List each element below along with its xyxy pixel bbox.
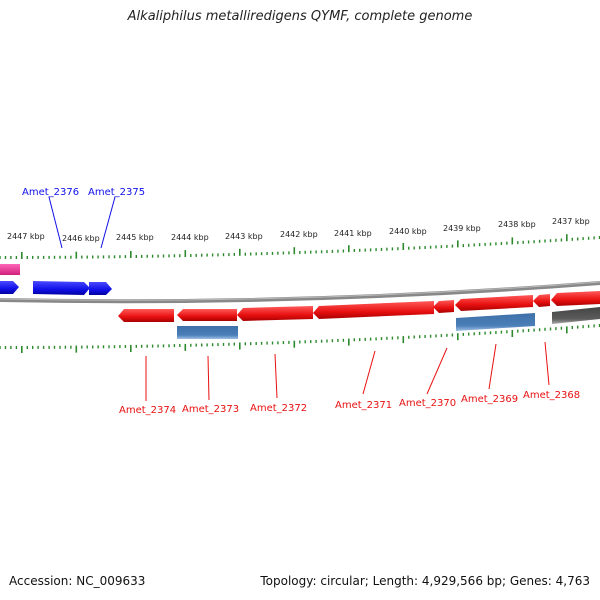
pink-feature[interactable] (0, 264, 20, 275)
kbp-label: 2440 kbp (389, 227, 427, 236)
gene-arrow-amet-2371[interactable] (313, 301, 434, 319)
upper-tick-ruler (0, 234, 600, 259)
kbp-label: 2441 kbp (334, 229, 372, 238)
gene-arrow-amet-2368a[interactable] (533, 294, 550, 307)
kbp-label: 2443 kbp (225, 232, 263, 241)
gene-arrow-amet-2369[interactable] (455, 295, 533, 311)
leader-line (426, 347, 448, 395)
kbp-labels: 2447 kbp 2446 kbp 2445 kbp 2444 kbp 2443… (7, 217, 590, 243)
leader-line (362, 350, 376, 395)
kbp-label: 2445 kbp (116, 233, 154, 242)
gene-arrow-partial[interactable] (0, 281, 19, 294)
kbp-label: 2447 kbp (7, 232, 45, 241)
leader-line (207, 355, 210, 401)
bottom-gene-labels: Amet_2374 Amet_2373 Amet_2372 Amet_2371 … (119, 341, 580, 416)
gene-arrow-amet-2376[interactable] (33, 281, 90, 295)
leader-line (488, 343, 497, 390)
gene-label-amet-2370[interactable]: Amet_2370 (399, 398, 456, 409)
accession-text: Accession: NC_009633 (9, 574, 146, 588)
gene-label-amet-2368[interactable]: Amet_2368 (523, 390, 580, 401)
genome-title: Alkaliphilus metalliredigens QYMF, compl… (127, 9, 473, 24)
gene-arrow-amet-2374[interactable] (118, 309, 174, 322)
gene-label-amet-2376[interactable]: Amet_2376 (22, 187, 79, 198)
genome-summary-text: Topology: circular; Length: 4,929,566 bp… (260, 574, 590, 588)
kbp-label: 2437 kbp (552, 217, 590, 226)
kbp-label: 2444 kbp (171, 233, 209, 242)
top-gene-labels: Amet_2376 Amet_2375 (22, 187, 145, 249)
lower-tick-ruler (0, 324, 600, 353)
leader-line (48, 196, 63, 249)
gene-arrow-amet-2368[interactable] (551, 291, 600, 306)
genome-backbone-highlight (0, 281, 600, 301)
gene-label-amet-2374[interactable]: Amet_2374 (119, 405, 176, 416)
reverse-genes (118, 291, 600, 322)
kbp-label: 2438 kbp (498, 220, 536, 229)
kbp-label: 2442 kbp (280, 230, 318, 239)
rna-feature-amet-2373[interactable] (177, 326, 238, 339)
gene-arrow-amet-2373[interactable] (177, 309, 237, 321)
kbp-label: 2439 kbp (443, 224, 481, 233)
forward-genes (0, 281, 112, 295)
pseudogene-feature[interactable] (552, 307, 600, 324)
leader-line (274, 353, 278, 399)
gene-arrow-amet-2370[interactable] (433, 300, 454, 313)
kbp-label: 2446 kbp (62, 234, 100, 243)
gene-arrow-amet-2375[interactable] (89, 282, 112, 295)
gene-label-amet-2369[interactable]: Amet_2369 (461, 394, 518, 405)
gene-label-amet-2375[interactable]: Amet_2375 (88, 187, 145, 198)
gene-label-amet-2373[interactable]: Amet_2373 (182, 404, 239, 415)
gene-label-amet-2372[interactable]: Amet_2372 (250, 403, 307, 414)
rna-feature-amet-2369[interactable] (456, 313, 535, 331)
gene-label-amet-2371[interactable]: Amet_2371 (335, 400, 392, 411)
leader-line (544, 341, 550, 386)
genome-backbone (0, 281, 600, 304)
leader-line (100, 196, 116, 249)
gene-arrow-amet-2372[interactable] (237, 306, 313, 321)
